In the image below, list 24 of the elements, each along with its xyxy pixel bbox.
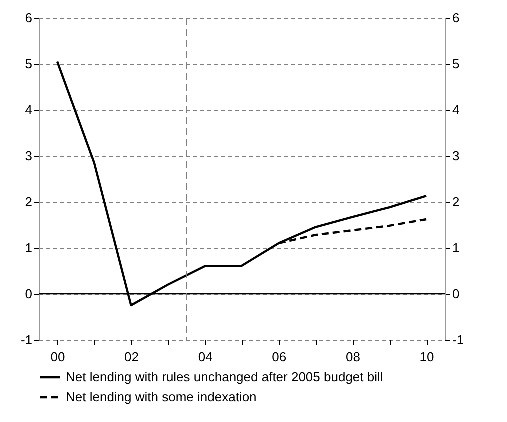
y-tick-label: 1 [25,240,32,256]
y-tick-label: 3 [25,148,32,164]
y2-tick-label: 1 [452,240,460,256]
legend-label: Net lending with rules unchanged after 2005 budget bill [66,370,384,384]
legend-label: Net lending with some indexation [66,390,257,404]
y-tick-label: 0 [25,286,32,302]
y2-tick-label: -1 [452,332,464,348]
x-tick-label: 02 [124,350,140,364]
x-tick-label: 10 [420,350,434,364]
y2-tick-label: 3 [452,148,460,164]
y2-tick-label: 2 [452,194,460,210]
x-tick-label: 04 [198,350,213,364]
y2-tick-label: 5 [452,56,460,72]
y2-tick-label: 6 [452,10,460,26]
y-tick-label: 4 [25,102,32,118]
x-tick-label: 06 [272,350,287,364]
y-tick-label: 6 [25,10,32,26]
x-tick-label: 00 [50,350,66,364]
y-tick-label: 5 [25,56,32,72]
y-tick-label: 2 [25,194,32,210]
x-tick-label: 08 [346,350,360,364]
y2-tick-label: 0 [452,286,460,302]
y2-tick-label: 4 [452,102,460,118]
y-tick-label: -1 [20,332,32,348]
